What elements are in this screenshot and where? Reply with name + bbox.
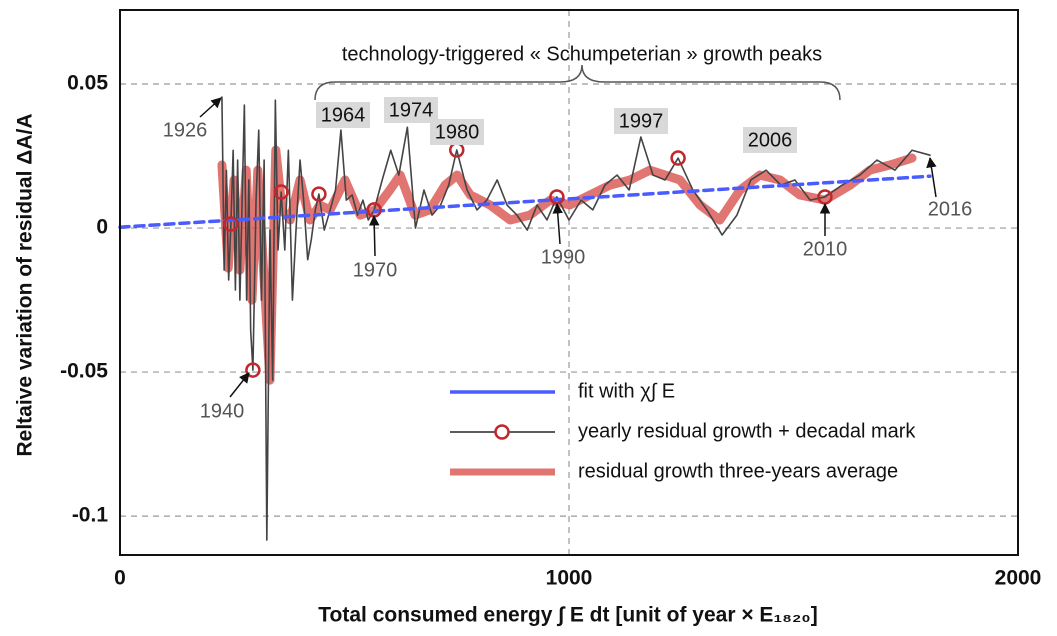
annotation: 1990 [541,246,586,268]
peak-label-box [384,97,438,123]
fit-line [118,174,932,229]
annotation-arrow [199,97,222,118]
annotation-arrow [926,156,937,198]
decadal-mark [273,184,289,200]
peak-label-box [316,102,370,128]
x-tick-label: 0 [114,567,126,590]
peak-label: 2006 [748,129,793,151]
legend-label: yearly residual growth + decadal mark [578,420,916,442]
y-tick-label: 0 [96,216,108,239]
peak-label: 1964 [321,104,366,126]
annotation: 2016 [928,198,973,220]
annotation-arrow [368,214,380,257]
legend-label: fit with χ∫ E [578,380,675,402]
peak-label-box [430,119,484,145]
legend-label: residual growth three-years average [578,460,898,482]
brace-label: technology-triggered « Schumpeterian » g… [342,43,822,65]
decadal-mark [223,216,239,232]
y-tick-label: -0.05 [60,360,108,383]
decadal-mark [311,186,327,202]
annotation: 1926 [163,119,208,141]
annotation: 2010 [803,238,848,260]
peak-label-box [743,127,797,153]
annotation-arrow [229,372,250,398]
decadal-mark [670,150,686,166]
plot-frame [119,9,1019,556]
annotation-arrow [552,202,563,245]
y-tick-label: -0.1 [72,504,109,527]
brace [314,64,841,101]
annotation: 1970 [353,259,398,281]
x-axis-label: Total consumed energy ∫ E dt [unit of ye… [318,604,818,627]
peak-label-box [614,108,668,134]
peak-label: 1974 [389,99,434,121]
legend-marker [494,424,510,440]
peak-label: 1997 [619,110,664,132]
annotation: 1940 [200,400,245,422]
decadal-mark [245,362,261,378]
peak-label: 1980 [435,121,480,143]
x-tick-label: 1000 [546,567,593,590]
x-tick-label: 2000 [995,567,1042,590]
y-tick-label: 0.05 [67,72,108,95]
y-axis-label: Reltaive variation of residual ΔA/A [14,113,37,456]
